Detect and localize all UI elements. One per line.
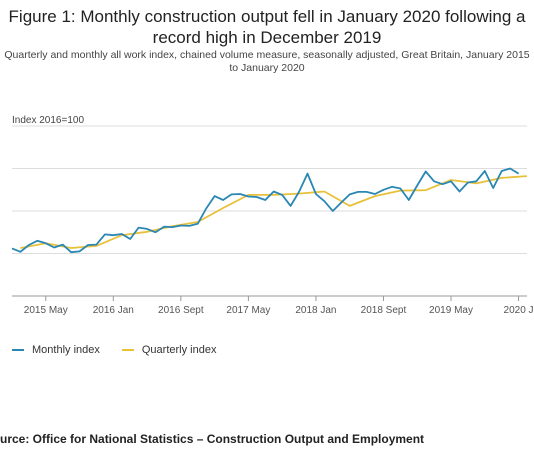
x-tick-label: 2016 Jan — [93, 305, 134, 316]
x-tick-label: 2019 May — [429, 305, 473, 316]
x-tick-label: 2015 May — [24, 305, 68, 316]
legend-item-monthly[interactable]: Monthly index — [12, 344, 100, 356]
source-note: urce: Office for National Statistics – C… — [0, 432, 425, 446]
x-tick-label: 2020 J — [504, 305, 534, 316]
chart-subtitle: Quarterly and monthly all work index, ch… — [4, 49, 530, 74]
x-tick-label: 2018 Jan — [295, 305, 336, 316]
legend-label-quarterly: Quarterly index — [141, 344, 217, 356]
y-axis-label: Index 2016=100 — [12, 115, 84, 126]
line-chart: Index 2016=100 2015 May 2016 Jan 2016 Sept 2… — [11, 115, 534, 316]
chart-title: Figure 1: Monthly construction output fe… — [8, 7, 526, 47]
x-tick-label: 2018 Sept — [361, 305, 407, 316]
legend-swatch-quarterly — [121, 349, 134, 351]
series-line-quarterly — [20, 175, 528, 249]
legend: Monthly index Quarterly index — [12, 344, 238, 356]
x-tick-label: 2017 May — [226, 305, 270, 316]
legend-item-quarterly[interactable]: Quarterly index — [121, 344, 217, 356]
legend-label-monthly: Monthly index — [32, 344, 100, 356]
x-tick-label: 2016 Sept — [158, 305, 204, 316]
legend-swatch-monthly — [12, 349, 24, 351]
series-line-monthly — [11, 167, 520, 254]
